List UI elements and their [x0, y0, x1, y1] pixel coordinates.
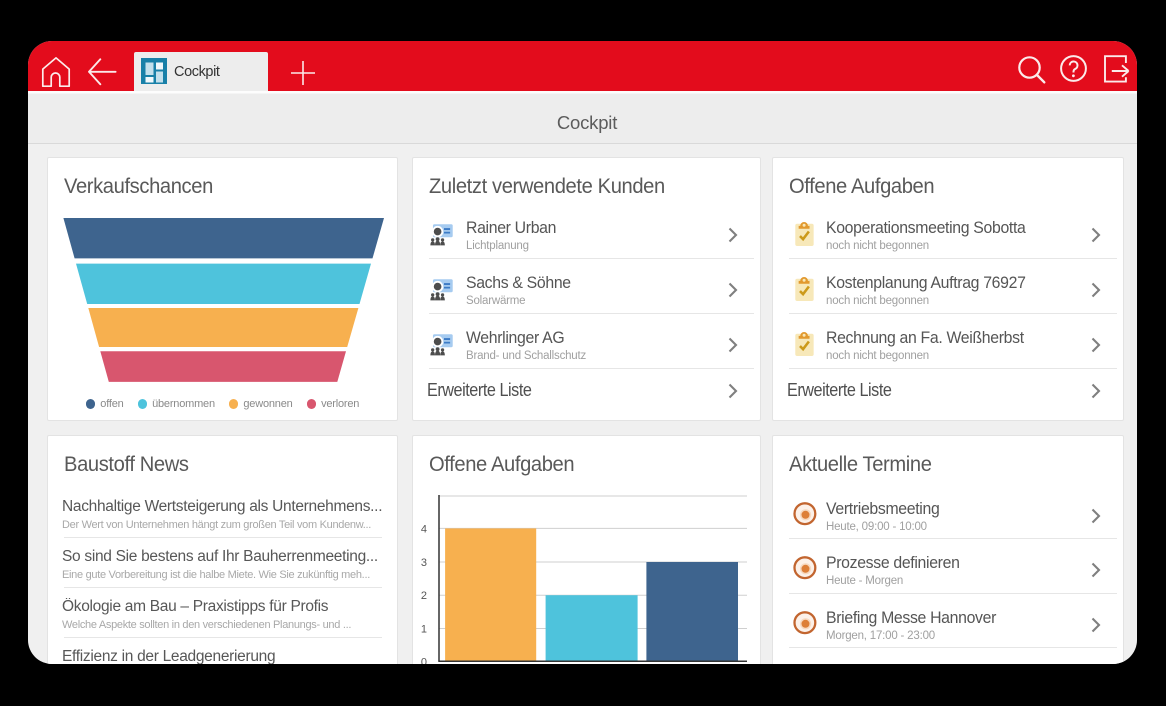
svg-text:4: 4: [421, 523, 427, 535]
svg-text:1: 1: [421, 624, 427, 636]
svg-text:0: 0: [421, 656, 427, 664]
svg-text:3: 3: [421, 557, 427, 569]
svg-text:2: 2: [421, 590, 427, 602]
